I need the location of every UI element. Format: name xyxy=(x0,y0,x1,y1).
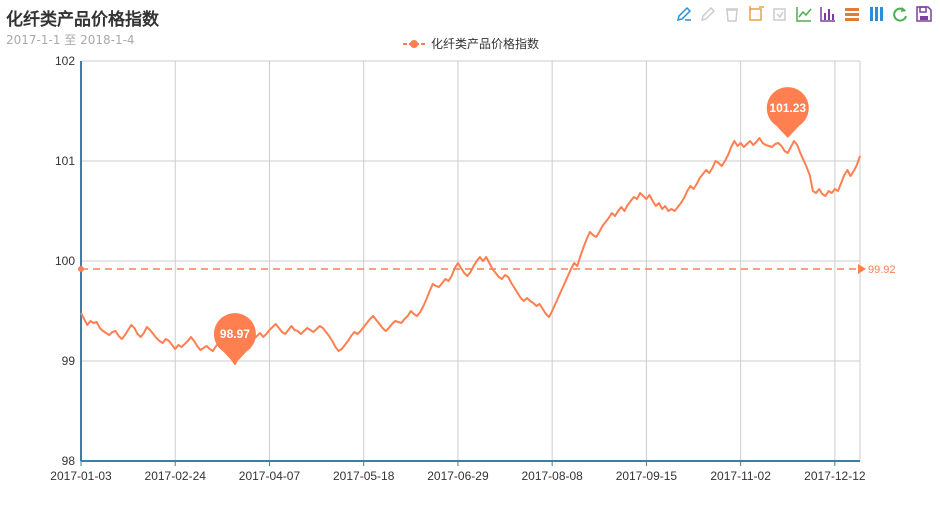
restore-icon[interactable] xyxy=(890,4,910,24)
line-chart-icon[interactable] xyxy=(794,4,814,24)
toolbox xyxy=(674,4,934,24)
mark-point-label: 98.97 xyxy=(220,327,250,341)
chart-subtitle: 2017-1-1 至 2018-1-4 xyxy=(6,33,135,47)
save-image-icon[interactable] xyxy=(914,4,934,24)
stack-icon[interactable] xyxy=(842,4,862,24)
chart-title: 化纤类产品价格指数 xyxy=(6,10,159,30)
legend-item[interactable]: 化纤类产品价格指数 xyxy=(402,35,539,52)
y-tick-label: 98 xyxy=(62,454,76,468)
mark-pen-icon[interactable] xyxy=(674,4,694,24)
mark-point-label: 101.23 xyxy=(769,101,806,115)
mark-point-pin xyxy=(766,87,809,138)
mark-clear-icon[interactable] xyxy=(722,4,742,24)
legend-label: 化纤类产品价格指数 xyxy=(431,37,540,51)
y-tick-label: 101 xyxy=(55,154,75,168)
tiled-icon[interactable] xyxy=(866,4,886,24)
x-tick-label: 2017-06-29 xyxy=(427,469,489,483)
y-tick-label: 99 xyxy=(62,354,76,368)
x-tick-label: 2017-12-12 xyxy=(804,469,866,483)
x-tick-label: 2017-04-07 xyxy=(239,469,301,483)
x-tick-label: 2017-05-18 xyxy=(333,469,395,483)
x-tick-label: 2017-11-02 xyxy=(710,469,771,483)
x-tick-label: 2017-09-15 xyxy=(616,469,678,483)
x-tick-label: 2017-02-24 xyxy=(145,469,207,483)
series-line xyxy=(80,137,861,365)
mark-point-pin xyxy=(213,313,256,364)
legend-line-icon xyxy=(403,39,425,48)
y-tick-label: 102 xyxy=(55,54,75,68)
average-line-arrow xyxy=(858,264,866,274)
x-tick-label: 2017-08-08 xyxy=(521,469,583,483)
y-tick-label: 100 xyxy=(55,254,75,268)
x-tick-label: 2017-01-03 xyxy=(50,469,112,483)
average-line-label: 99.92 xyxy=(868,264,896,276)
bar-chart-icon[interactable] xyxy=(818,4,838,24)
mark-undo-icon[interactable] xyxy=(698,4,718,24)
data-zoom-icon[interactable] xyxy=(746,4,766,24)
data-zoom-reset-icon[interactable] xyxy=(770,4,790,24)
